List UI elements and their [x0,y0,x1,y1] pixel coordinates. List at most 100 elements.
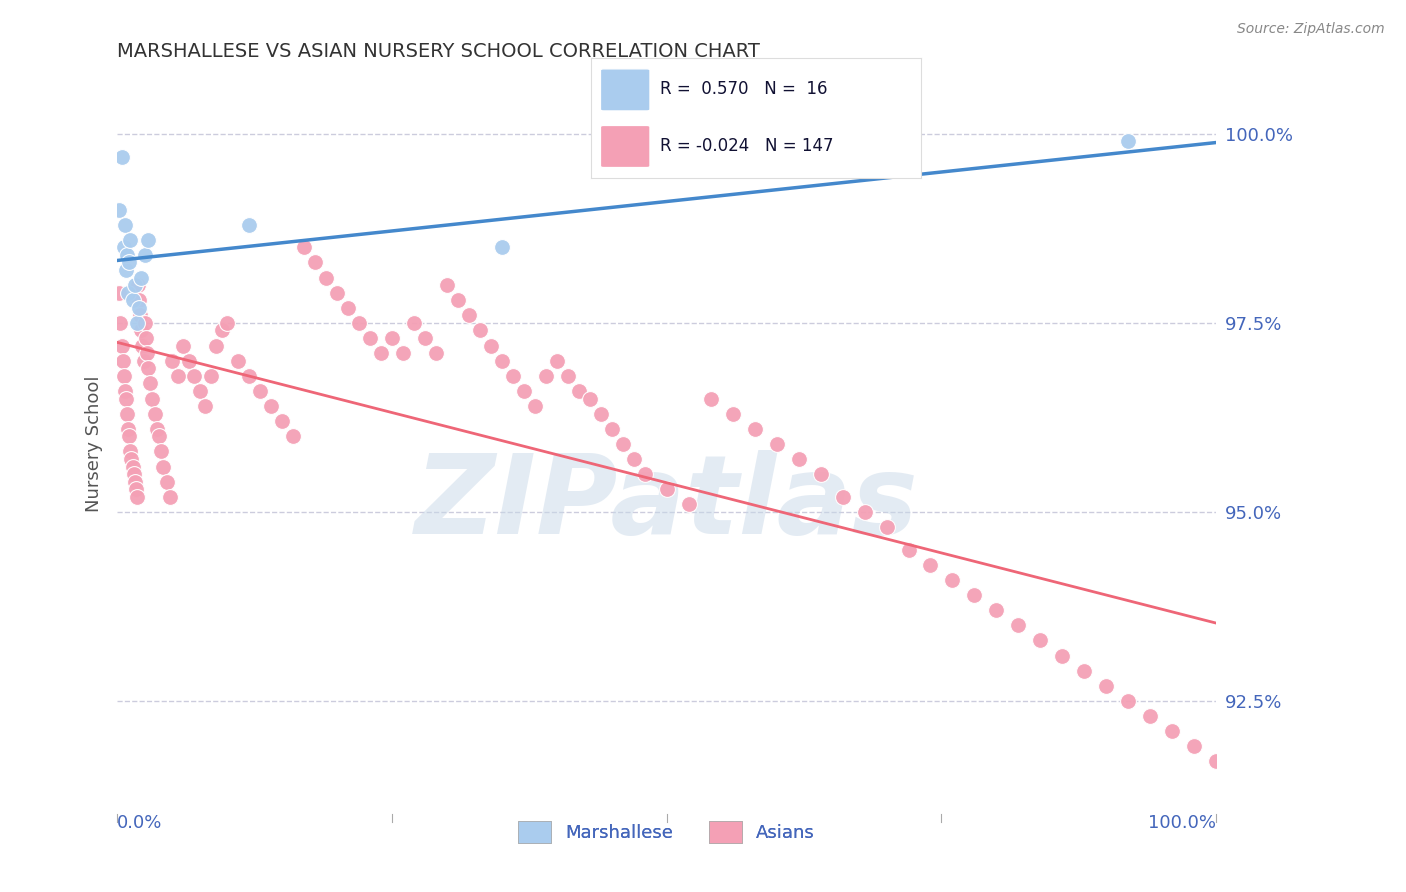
Point [108,202,131,217]
Point [347,316,370,330]
Point [117,422,139,436]
Point [810,467,832,482]
Point [134,248,156,262]
Point [115,248,138,262]
Point [121,293,143,308]
Point [479,338,502,352]
Point [589,407,612,421]
Point [183,368,205,383]
Text: R =  0.570   N =  16: R = 0.570 N = 16 [659,80,827,98]
Point [114,384,136,398]
Point [402,316,425,330]
FancyBboxPatch shape [600,69,650,111]
Point [112,240,135,254]
Point [121,452,143,467]
Point [117,285,139,300]
Point [136,233,159,247]
Point [468,324,491,338]
Point [129,309,152,323]
Point [326,285,349,300]
Point [166,368,188,383]
Point [457,309,479,323]
Point [568,384,591,398]
Point [699,392,721,406]
Point [124,278,146,293]
Point [655,483,678,497]
Point [1161,724,1184,739]
Point [128,293,150,308]
Point [623,452,645,467]
Point [381,331,404,345]
Point [1029,633,1052,648]
Point [159,490,181,504]
Point [152,459,174,474]
Point [131,338,153,352]
Point [765,437,787,451]
Point [131,270,153,285]
Point [831,490,853,504]
Point [557,368,579,383]
Point [238,368,260,383]
Point [120,444,142,458]
Point [920,558,942,572]
Point [534,368,557,383]
Point [600,422,623,436]
Point [271,414,294,428]
Point [238,218,260,232]
Point [160,353,183,368]
Point [115,407,138,421]
Point [1095,679,1118,693]
Point [491,240,513,254]
Point [115,392,138,406]
Point [744,422,766,436]
Point [721,407,744,421]
Point [986,603,1008,617]
Point [188,384,211,398]
Point [135,331,157,345]
Point [156,475,179,489]
Text: MARSHALLESE VS ASIAN NURSERY SCHOOL CORRELATION CHART: MARSHALLESE VS ASIAN NURSERY SCHOOL CORR… [117,42,761,61]
Point [281,429,304,443]
Point [172,338,194,352]
Point [787,452,810,467]
Point [1118,135,1140,149]
Point [150,444,173,458]
Point [110,338,132,352]
Point [941,573,963,587]
Point [141,392,163,406]
Point [110,150,132,164]
Point [370,346,392,360]
Point [612,437,634,451]
Legend: Marshallese, Asians: Marshallese, Asians [512,814,823,850]
Point [853,505,876,519]
Point [678,497,700,511]
Point [194,399,217,413]
Point [136,361,159,376]
Point [120,233,142,247]
Point [217,316,239,330]
Point [135,346,157,360]
Point [211,324,233,338]
Point [337,301,360,315]
Point [392,346,415,360]
Text: 100.0%: 100.0% [1149,814,1216,832]
Point [118,255,141,269]
Point [115,263,138,277]
Point [177,353,200,368]
Point [118,429,141,443]
Point [1118,694,1140,708]
Point [491,353,513,368]
Point [143,407,166,421]
Point [897,542,920,557]
Text: ZIPatlas: ZIPatlas [415,450,918,557]
Point [145,422,167,436]
Point [108,285,131,300]
Point [1182,739,1205,754]
Point [127,278,149,293]
Point [315,270,337,285]
Point [634,467,657,482]
Point [114,218,136,232]
Point [304,255,326,269]
Text: Source: ZipAtlas.com: Source: ZipAtlas.com [1237,22,1385,37]
Point [124,475,146,489]
